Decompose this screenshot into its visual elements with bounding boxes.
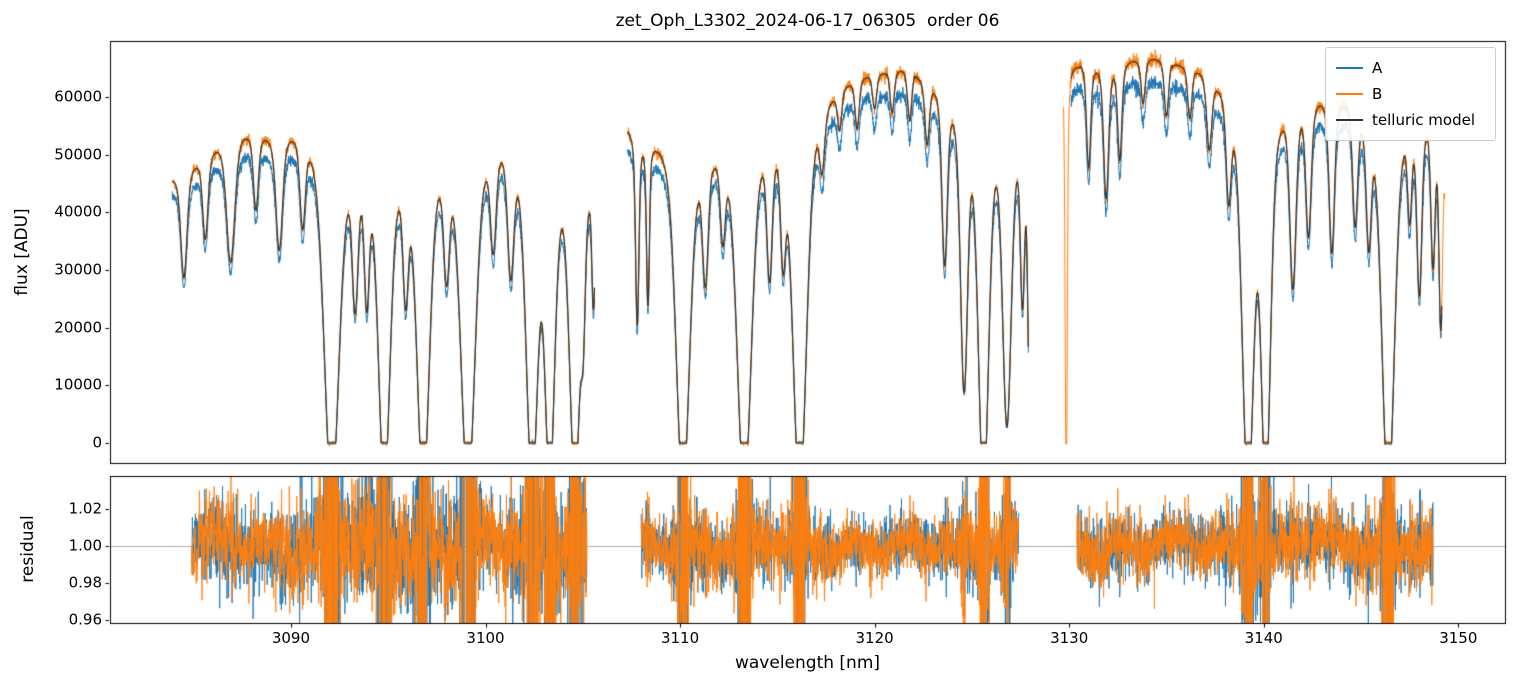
legend-entry-b: B xyxy=(1336,81,1485,107)
flux-tick-label: 30000 xyxy=(54,260,102,279)
legend-label-telluric-model: telluric model xyxy=(1372,111,1476,129)
x-tick-label: 3090 xyxy=(271,629,311,647)
residual-tick-label: 0.96 xyxy=(68,610,102,629)
legend-entry-a: A xyxy=(1336,55,1485,81)
x-axis-label: wavelength [nm] xyxy=(734,653,881,673)
flux-axis-label: flux [ADU] xyxy=(12,208,32,296)
legend-line-sample-b xyxy=(1336,93,1363,95)
x-tick-label: 3110 xyxy=(660,629,700,647)
legend-label-b: B xyxy=(1372,85,1383,103)
residual-axis-label: residual xyxy=(18,515,38,583)
x-tick-label: 3120 xyxy=(855,629,894,647)
flux-tick-label: 50000 xyxy=(54,145,102,164)
residual-tick-label: 0.98 xyxy=(68,573,102,592)
flux-tick-label: 40000 xyxy=(54,202,102,221)
legend-line-sample-a xyxy=(1336,67,1363,69)
flux-tick-label: 0 xyxy=(92,433,102,452)
residual-tick-label: 1.02 xyxy=(68,499,102,518)
flux-tick-label: 20000 xyxy=(54,318,102,337)
legend-entry-telluric-model: telluric model xyxy=(1336,107,1485,133)
legend: A B telluric model xyxy=(1325,47,1496,141)
x-tick-label: 3100 xyxy=(466,629,505,647)
legend-line-sample-telluric-model xyxy=(1336,119,1363,121)
legend-label-a: A xyxy=(1372,59,1383,77)
x-tick-label: 3130 xyxy=(1050,629,1089,647)
plot-title: zet_Oph_L3302_2024-06-17_06305 order 06 xyxy=(615,11,1000,31)
x-tick-label: 3140 xyxy=(1244,629,1283,647)
flux-tick-label: 60000 xyxy=(54,87,102,106)
residual-tick-label: 1.00 xyxy=(68,536,102,555)
flux-tick-label: 10000 xyxy=(54,375,102,394)
x-tick-label: 3150 xyxy=(1439,629,1478,647)
